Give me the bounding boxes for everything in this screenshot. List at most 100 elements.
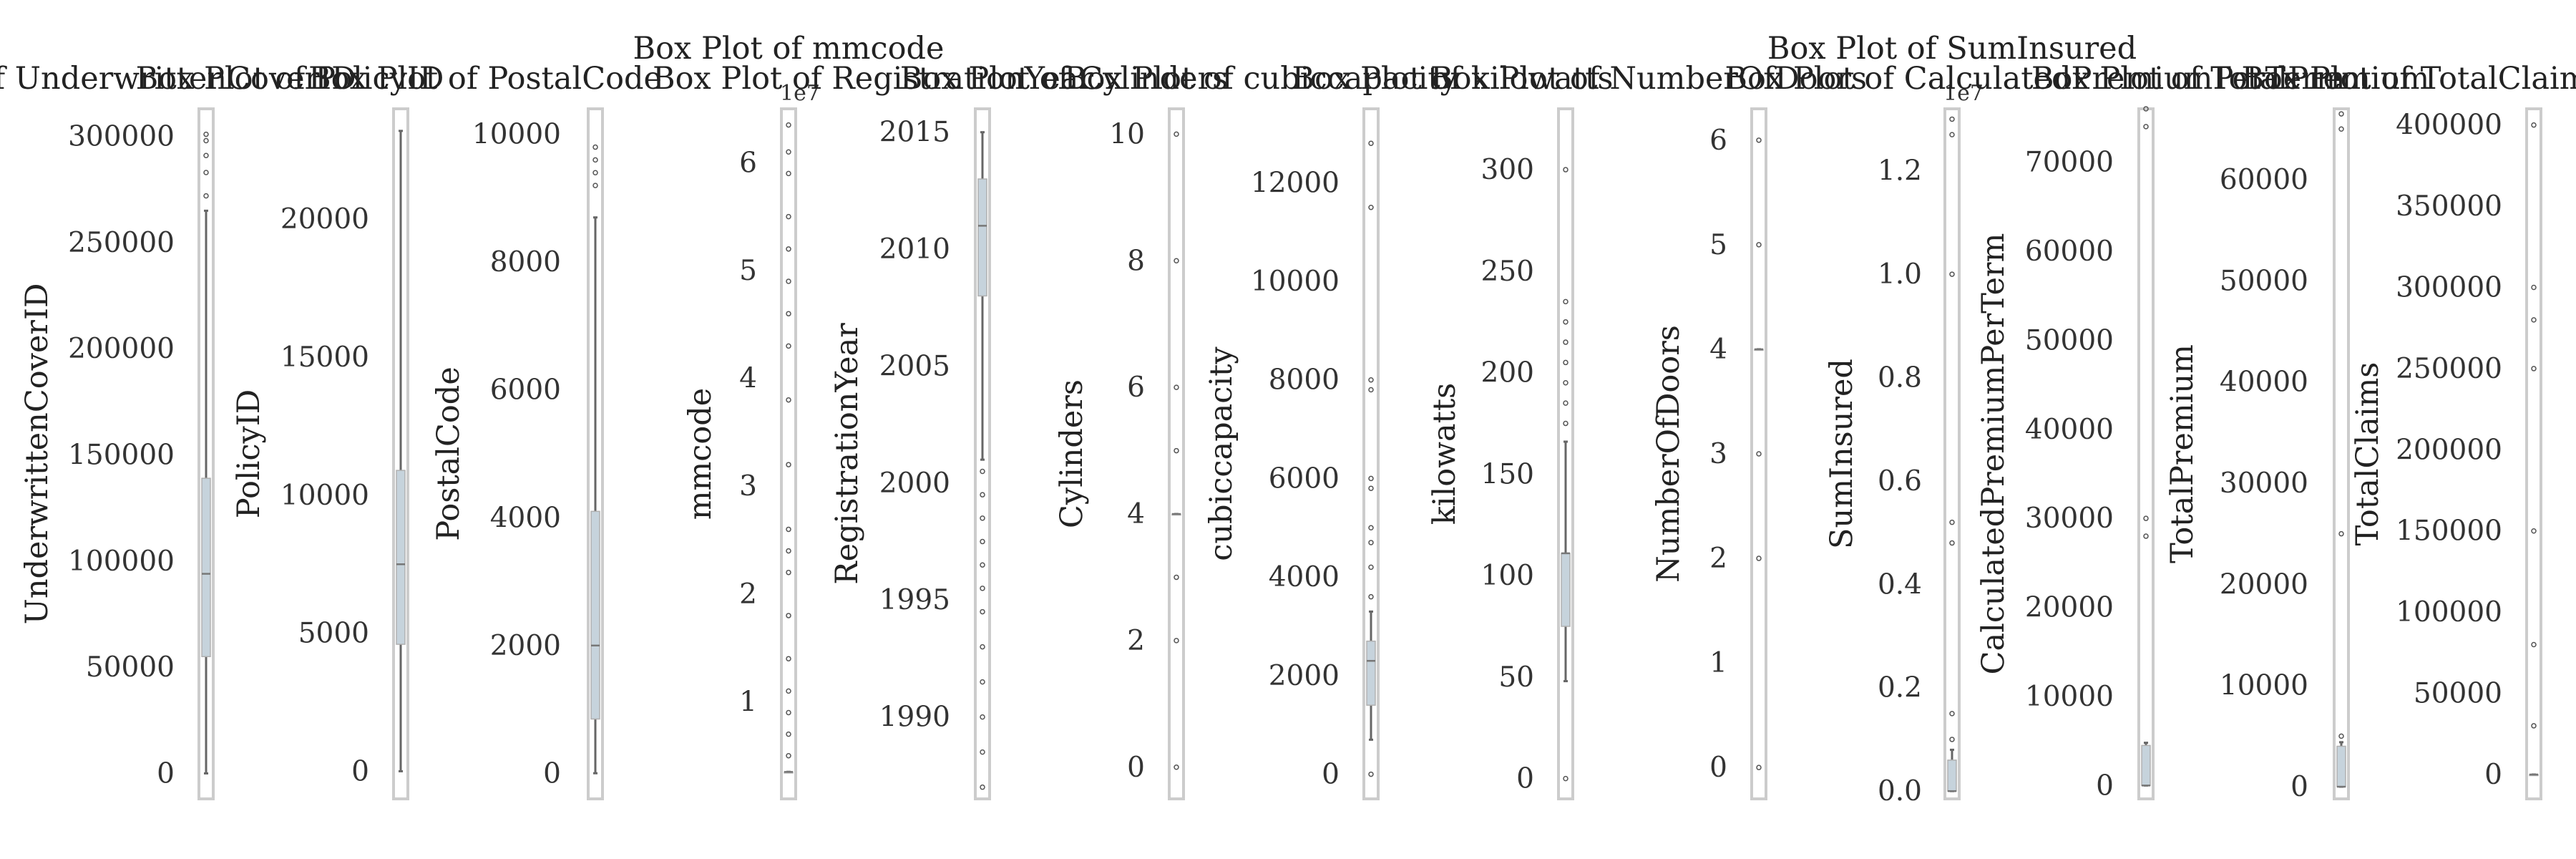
y-tick-label: 15000	[280, 341, 369, 374]
outlier-point	[980, 644, 985, 650]
y-tick-label: 0	[1322, 759, 1340, 791]
outlier-point	[1756, 137, 1762, 143]
y-tick-label: 20000	[280, 203, 369, 236]
y-tick-label: 0	[351, 755, 369, 787]
y-axis-label: kilowatts	[1427, 383, 1463, 525]
outlier-point	[1949, 540, 1955, 546]
outlier-point	[1368, 204, 1374, 210]
outlier-point	[1949, 271, 1955, 277]
y-axis-label: SumInsured	[1824, 359, 1860, 549]
outlier-point	[1949, 519, 1955, 525]
axes-frame	[1750, 107, 1767, 800]
plot-title: Box Plot of CalculatedPremiumPerTerm	[1724, 61, 2345, 97]
outlier-point	[786, 122, 791, 128]
plot-title: Box Plot of TotalPremium	[2031, 61, 2429, 97]
outlier-point	[1368, 525, 1374, 531]
y-tick-label: 2	[1127, 625, 1145, 657]
y-tick-label: 2005	[879, 350, 950, 382]
box-plot-panel: 0 5000 10000 15000 20000 PolicyID Box Plot of …	[136, 61, 444, 800]
y-tick-label: 1.0	[1878, 258, 1922, 291]
axes-frame	[974, 107, 991, 800]
outlier-point	[786, 613, 791, 618]
y-tick-label: 200000	[2396, 434, 2502, 466]
y-tick-label: 50	[1498, 661, 1534, 694]
outlier-point	[1174, 258, 1179, 264]
outlier-point	[786, 343, 791, 349]
outlier-point	[592, 170, 598, 176]
y-tick-label: 1995	[879, 584, 950, 616]
outlier-point	[980, 679, 985, 685]
y-tick-label: 4000	[1269, 561, 1340, 593]
outlier-point	[1174, 447, 1179, 454]
y-axis-label: mmcode	[683, 388, 718, 520]
outlier-point	[2531, 723, 2537, 729]
outlier-point	[1368, 140, 1374, 146]
box-plot-panel: 0 2 4 6 8 10 Cylinders Box Plot of Cylinders	[900, 61, 1228, 800]
box-plot-panel: 0 50000 100000 150000 200000 250000 300000 Unde…	[0, 61, 356, 800]
y-axis-label: RegistrationYear	[829, 323, 865, 585]
outlier-point	[1174, 638, 1179, 644]
y-tick-label: 300000	[68, 121, 175, 153]
y-tick-label: 400000	[2396, 110, 2502, 142]
outlier-point	[980, 749, 985, 755]
outlier-point	[203, 152, 209, 159]
y-tick-label: 20000	[2220, 568, 2308, 601]
plot-title: Box Plot of PostalCode	[308, 61, 662, 97]
outlier-point	[1756, 555, 1762, 561]
axes-frame	[1557, 107, 1574, 800]
outlier-point	[786, 246, 791, 252]
outlier-point	[786, 149, 791, 155]
y-tick-label: 60000	[2025, 236, 2114, 268]
outlier-point	[980, 492, 985, 498]
box-plot-panel: 1990 1995 2000 2005 2010 2015 RegistrationYear…	[653, 61, 1093, 800]
y-tick-label: 2010	[879, 233, 950, 266]
y-axis-label: TotalPremium	[2165, 344, 2200, 563]
outlier-point	[786, 311, 791, 316]
outlier-point	[2338, 126, 2344, 132]
outlier-point	[786, 753, 791, 759]
outlier-point	[980, 468, 985, 475]
y-tick-label: 150000	[2396, 515, 2502, 548]
outlier-point	[1563, 400, 1568, 406]
y-tick-label: 150000	[68, 439, 175, 471]
axes-frame	[587, 107, 604, 800]
y-tick-label: 0	[1709, 752, 1727, 784]
outlier-point	[1563, 359, 1568, 366]
outlier-point	[980, 562, 985, 568]
y-tick-label: 4000	[490, 502, 561, 534]
plot-title: Box Plot of PolicyID	[136, 61, 444, 97]
outlier-point	[786, 569, 791, 576]
outlier-point	[1174, 131, 1179, 137]
outlier-point	[203, 131, 209, 137]
outlier-point	[786, 688, 791, 694]
iqr-box	[396, 470, 406, 645]
box-plot-panel: 0 1 2 3 4 5 6 NumberOfDoors Box Plot of NumberOf…	[1430, 61, 1867, 800]
box-plot-panel: 0.0 0.2 0.4 0.6 0.8 1.0 1.2 1e7 SumInsured Box Pl…	[1767, 31, 2137, 807]
plot-title: Box Plot of Cylinders	[900, 61, 1228, 97]
box-plot-panel: 0 10000 20000 30000 40000 50000 60000 70000 Calc…	[1724, 61, 2345, 802]
iqr-box	[1947, 759, 1957, 792]
box-plot-panel: 1 2 3 4 5 6 1e7 mmcode Box Plot of mmcode	[633, 31, 944, 800]
y-tick-label: 0.8	[1878, 361, 1922, 394]
outlier-point	[786, 526, 791, 533]
y-tick-label: 20000	[2025, 592, 2114, 624]
iqr-box	[201, 477, 211, 658]
y-tick-label: 300	[1481, 154, 1534, 186]
outlier-point	[592, 144, 598, 150]
outlier-point	[786, 656, 791, 661]
plot-title: Box Plot of UnderwrittenCoverID	[0, 61, 356, 97]
outlier-point	[2531, 366, 2537, 372]
y-tick-label: 250	[1481, 256, 1534, 288]
y-tick-label: 0	[2484, 759, 2502, 791]
outlier-point	[1368, 564, 1374, 571]
outlier-point	[786, 709, 791, 716]
outlier-point	[2531, 317, 2537, 323]
outlier-point	[1368, 771, 1374, 777]
y-tick-label: 0.6	[1878, 465, 1922, 498]
outlier-point	[1949, 711, 1955, 717]
outlier-point	[980, 586, 985, 591]
outlier-point	[1756, 242, 1762, 248]
y-axis-label: cubiccapacity	[1204, 346, 1239, 561]
outlier-point	[2143, 515, 2149, 521]
